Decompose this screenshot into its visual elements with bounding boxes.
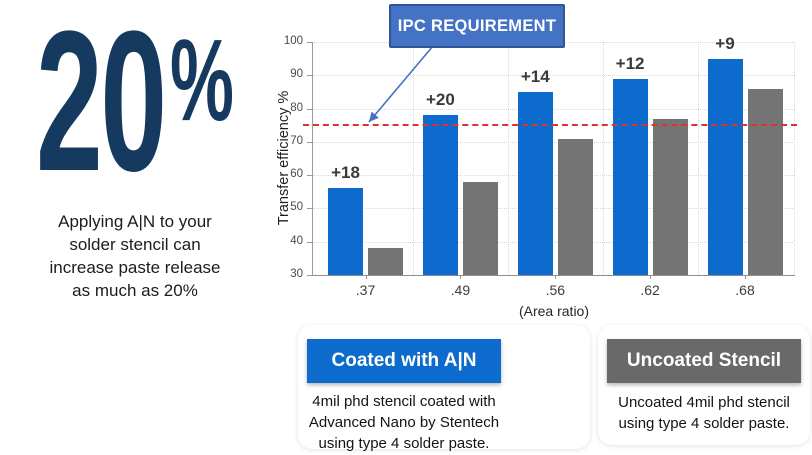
x-axis-tick: [460, 275, 462, 279]
x-axis-tick: [555, 275, 557, 279]
legend-desc-line: using type 4 solder paste.: [618, 415, 790, 432]
big-percent-sign: %: [170, 15, 234, 145]
y-tick-label: 90: [290, 68, 303, 81]
x-axis-title: (Area ratio): [518, 303, 590, 319]
bar-delta-label: +9: [715, 33, 735, 53]
gridline-vertical: [697, 42, 699, 275]
bar-coated: [422, 115, 458, 275]
y-axis-tick: [307, 42, 313, 43]
x-axis-tick: [650, 275, 652, 279]
bar-delta-label: +20: [425, 90, 455, 110]
x-tick-label: .56: [545, 282, 566, 298]
ipc-reference-line: [303, 124, 797, 127]
gridline-horizontal: [313, 241, 795, 243]
bar-uncoated: [747, 88, 783, 275]
gridline-vertical: [794, 42, 795, 275]
stat-panel: 20 % Applying A|N to your solder stencil…: [30, 2, 240, 301]
bar-coated: [707, 58, 743, 275]
x-tick-label: .62: [640, 282, 660, 298]
x-axis-line: [312, 275, 795, 276]
y-axis-tick: [307, 108, 313, 110]
bar-delta-label: +12: [615, 53, 645, 73]
bar-coated: [328, 188, 363, 275]
y-tick-label: 60: [290, 168, 303, 181]
gridline-horizontal: [313, 108, 795, 110]
y-axis-tick: [307, 75, 313, 77]
stat-caption: Applying A|N to your solder stencil can …: [30, 210, 240, 302]
legend-desc-line: Uncoated 4mil phd stencil: [618, 394, 790, 411]
bar-delta-label: +18: [331, 163, 360, 183]
y-axis-tick: [307, 275, 313, 276]
legend-desc-line: using type 4 solder paste.: [318, 435, 490, 452]
bar-uncoated: [557, 138, 593, 275]
legend-title-coated: Coated with A|N: [307, 339, 501, 383]
gridline-vertical: [602, 42, 604, 275]
x-axis-tick: [365, 275, 367, 279]
gridline-vertical: [412, 42, 414, 275]
ipc-requirement-callout: IPC REQUIREMENT: [389, 4, 565, 48]
y-tick-label: 30: [290, 268, 303, 280]
y-tick-label: 70: [290, 134, 303, 147]
x-tick-label: .68: [735, 282, 755, 298]
legend-desc-coated: 4mil phd stencil coated with Advanced Na…: [300, 391, 508, 454]
stat-caption-line: Applying A|N to your: [58, 212, 212, 231]
bar-coated: [612, 78, 648, 275]
legend-desc-uncoated: Uncoated 4mil phd stencil using type 4 s…: [601, 392, 807, 434]
y-tick-label: 40: [290, 234, 303, 247]
y-axis-line: [312, 42, 313, 275]
bar-uncoated: [652, 118, 688, 275]
bar-chart-plot-area: 30 40 50 60 70 80 90 100 +18 .37 +20 .49 +14 .56 +12 .6…: [284, 34, 797, 298]
bar-uncoated: [462, 181, 498, 275]
y-axis-tick: [307, 175, 313, 177]
stat-caption-line: as much as 20%: [72, 281, 198, 300]
gridline-horizontal: [313, 208, 795, 210]
y-axis-tick: [307, 141, 313, 143]
bar-delta-label: +14: [520, 66, 550, 86]
y-axis-tick: [307, 241, 313, 243]
y-tick-label: 100: [283, 35, 303, 47]
gridline-horizontal: [313, 75, 795, 77]
y-axis-tick: [307, 208, 313, 210]
gridline-horizontal: [313, 175, 795, 177]
big-percent-number: 20: [36, 0, 167, 213]
bar-uncoated: [368, 248, 403, 275]
y-tick-label: 80: [290, 101, 303, 114]
bar-coated: [517, 91, 553, 275]
x-axis-tick: [745, 275, 746, 279]
gridline-vertical: [507, 42, 509, 275]
x-tick-label: .37: [355, 282, 376, 298]
y-tick-label: 50: [290, 201, 303, 214]
stat-caption-line: increase paste release: [49, 258, 221, 277]
x-tick-label: .49: [450, 282, 471, 298]
stat-caption-line: solder stencil can: [69, 235, 201, 254]
legend-desc-line: 4mil phd stencil coated with: [312, 393, 496, 410]
big-percent: 20 %: [30, 2, 240, 202]
gridline-horizontal: [313, 141, 795, 143]
legend-title-uncoated: Uncoated Stencil: [607, 339, 801, 383]
legend-desc-line: Advanced Nano by Stentech: [308, 414, 500, 431]
